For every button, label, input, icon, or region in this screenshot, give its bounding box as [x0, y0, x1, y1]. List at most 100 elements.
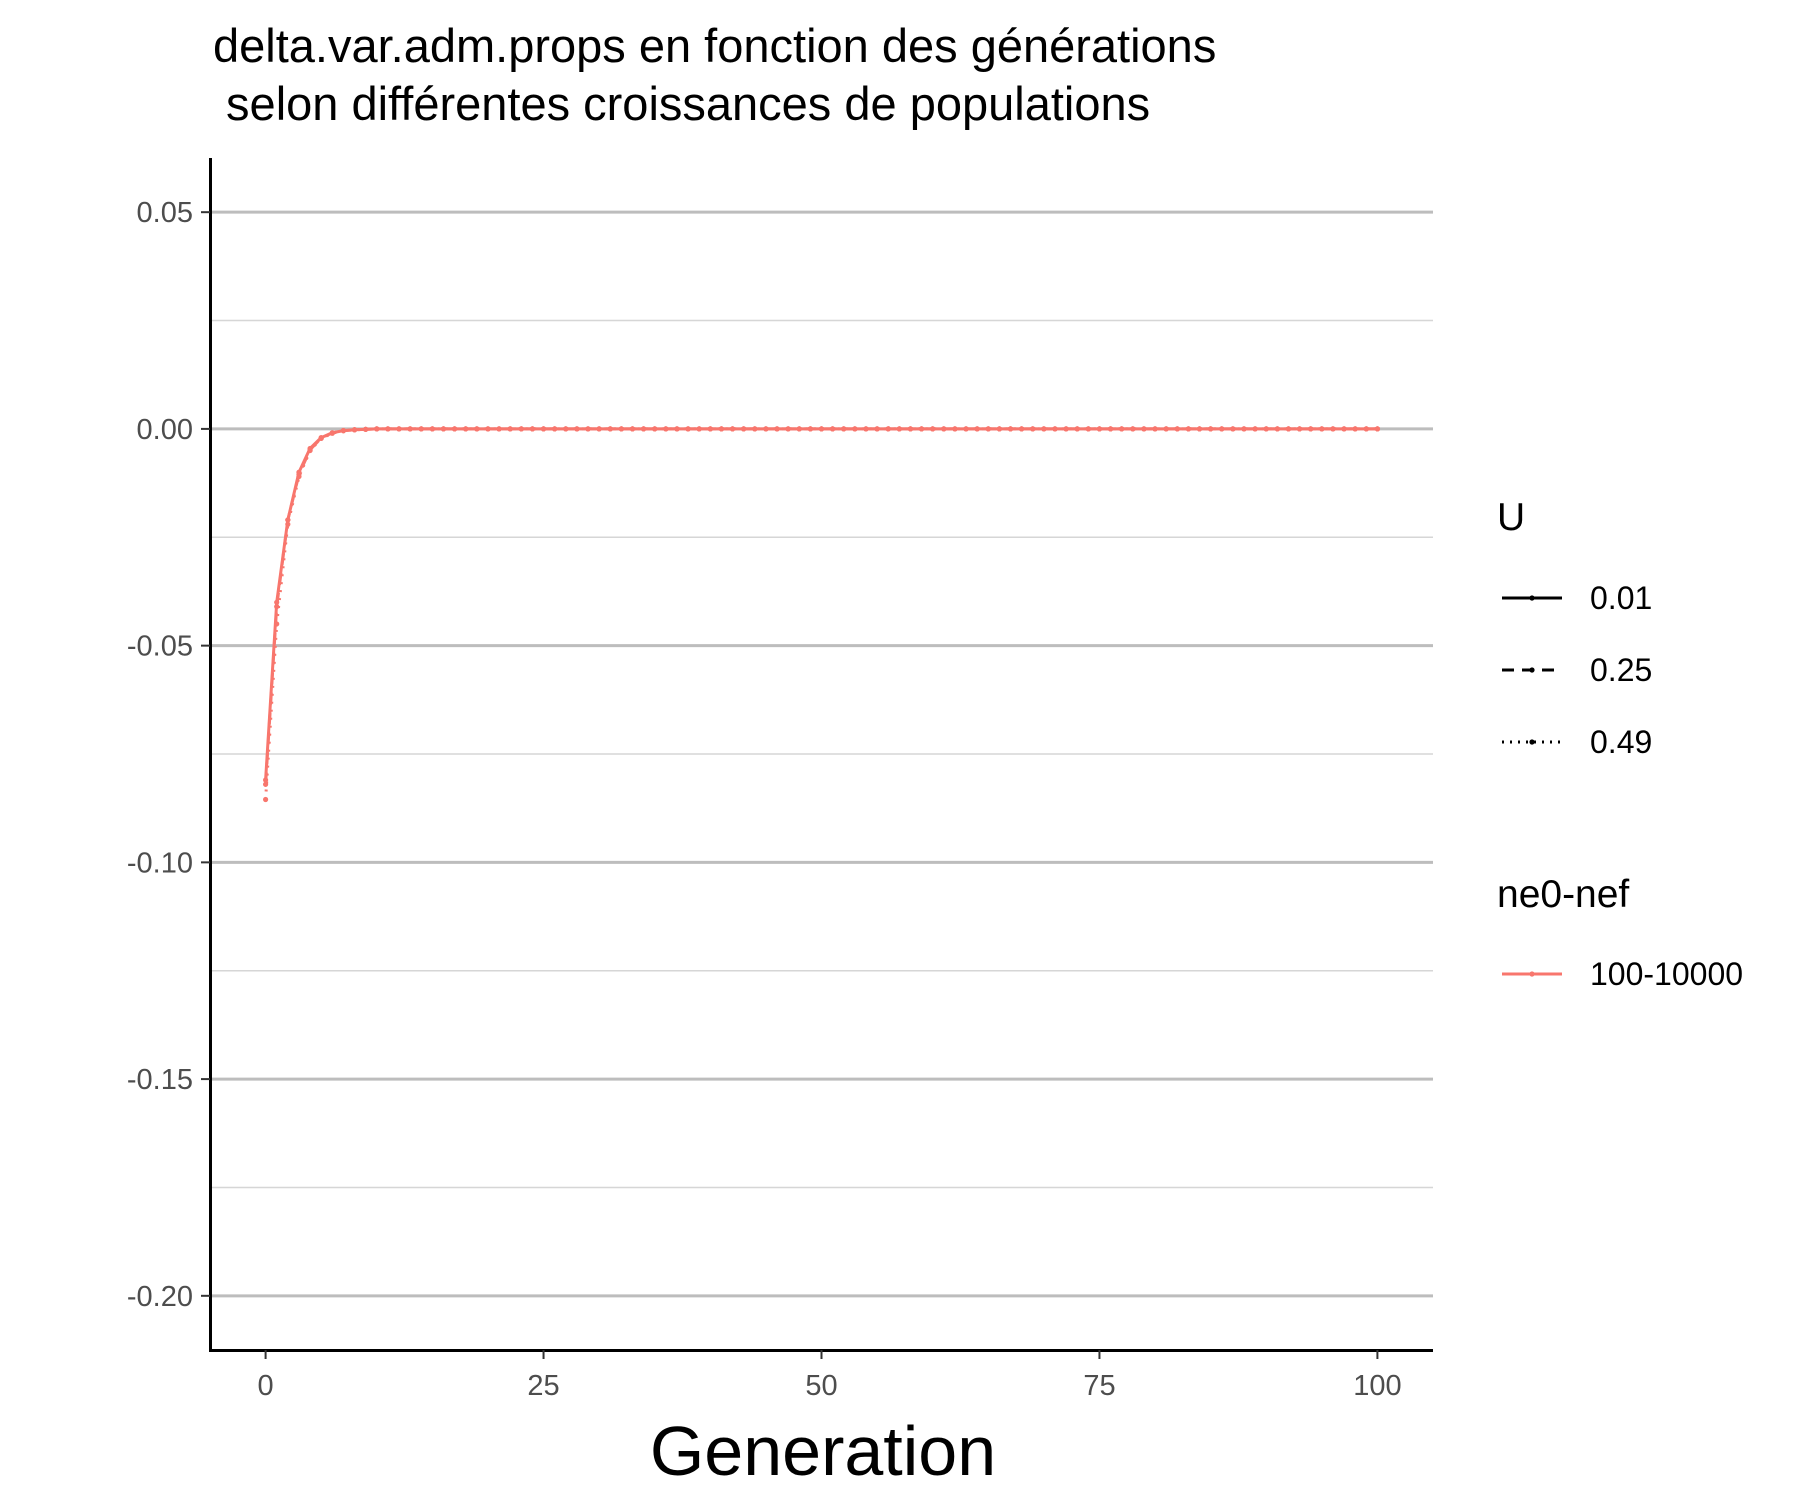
data-point [1041, 426, 1047, 432]
legend-key-point [1529, 971, 1535, 977]
data-point [518, 426, 524, 432]
x-tick-label: 25 [527, 1370, 559, 1402]
data-point [1208, 426, 1214, 432]
data-point [552, 426, 558, 432]
y-tick-label: 0.05 [137, 197, 193, 229]
legend-label-u: 0.49 [1590, 724, 1652, 760]
grid-lines [210, 210, 1433, 1298]
data-point [262, 796, 269, 803]
data-point [718, 426, 725, 432]
data-point [374, 426, 380, 432]
data-point [1274, 426, 1280, 432]
data-point [318, 435, 324, 442]
chart-title-line-1: delta.var.adm.props en fonction des géné… [213, 19, 1216, 72]
data-point [974, 426, 980, 432]
x-tick-label: 50 [805, 1370, 837, 1402]
data-point [641, 426, 647, 432]
data-point [896, 426, 902, 432]
data-point [1341, 426, 1347, 432]
legend: U 0.01 0.25 0.49 ne0-nef 100-10000 [1497, 496, 1743, 992]
data-point [274, 604, 280, 610]
data-point [1230, 426, 1236, 432]
data-point [963, 426, 969, 432]
data-point [852, 426, 858, 432]
data-point [1196, 426, 1203, 432]
axes [209, 158, 1433, 1352]
legend-title-ne0-nef: ne0-nef [1497, 873, 1629, 916]
x-axis-label: Generation [650, 1412, 996, 1490]
data-point [529, 426, 536, 432]
data-point [1119, 426, 1125, 432]
data-point [340, 428, 347, 434]
legend-key-point [1529, 739, 1535, 745]
data-point [463, 426, 469, 432]
data-point [1174, 426, 1180, 432]
legend-key-point [1529, 595, 1535, 601]
data-point [763, 426, 769, 432]
data-point [652, 426, 658, 432]
legend-label-u: 0.01 [1590, 580, 1652, 616]
data-point [818, 426, 825, 432]
data-point [540, 426, 547, 432]
y-tick-label: 0.00 [137, 414, 193, 446]
data-point [496, 426, 502, 432]
data-point [1063, 426, 1069, 432]
data-point [418, 426, 424, 432]
series-line-u-0.01 [264, 427, 1378, 781]
data-point [1085, 426, 1091, 432]
data-point [1363, 426, 1369, 432]
data-point [574, 426, 580, 432]
data-point [774, 426, 780, 432]
data-point [363, 426, 369, 432]
data-point [907, 426, 914, 432]
data-point [1007, 426, 1014, 432]
data-point [1185, 426, 1191, 432]
data-point [1374, 426, 1381, 432]
data-point [296, 473, 302, 480]
x-tick-label: 0 [258, 1370, 274, 1402]
data-point [996, 426, 1002, 432]
data-point [663, 426, 669, 432]
series-line-u-0.25 [264, 427, 1378, 785]
data-point [1163, 426, 1169, 432]
data-point [1219, 426, 1225, 432]
data-point [830, 426, 836, 432]
data-point [952, 426, 958, 432]
data-point [741, 426, 747, 432]
data-point [1152, 426, 1158, 432]
x-tick-label: 75 [1083, 1370, 1115, 1402]
data-point [629, 426, 636, 432]
data-point [585, 426, 591, 432]
chart-title-line-2: selon différentes croissances de populat… [213, 77, 1150, 130]
data-point [885, 426, 891, 432]
y-tick-label: -0.15 [127, 1064, 193, 1096]
data-point [1074, 426, 1080, 432]
data-point [385, 426, 391, 432]
data-point [752, 426, 758, 432]
data-point [841, 426, 847, 432]
data-point [307, 447, 313, 454]
data-point [1096, 426, 1103, 432]
y-tick-label: -0.10 [127, 847, 193, 879]
data-point [1308, 426, 1314, 432]
data-point [1319, 426, 1325, 432]
data-point [918, 426, 925, 432]
legend-title-u: U [1497, 496, 1525, 539]
data-point [351, 427, 358, 433]
data-point [796, 426, 802, 432]
data-point [1330, 426, 1336, 432]
x-axis-ticks: 0 25 50 75 100 [258, 1350, 1402, 1402]
data-point [807, 426, 813, 432]
data-point [930, 426, 936, 432]
data-point [985, 426, 991, 432]
data-point [440, 426, 447, 432]
data-point [285, 521, 291, 527]
data-point [274, 621, 280, 627]
data-point [1241, 426, 1247, 432]
data-point [1352, 426, 1358, 432]
data-point [429, 426, 435, 432]
data-point [618, 426, 624, 432]
data-point [596, 426, 602, 432]
x-tick-label: 100 [1353, 1370, 1401, 1402]
